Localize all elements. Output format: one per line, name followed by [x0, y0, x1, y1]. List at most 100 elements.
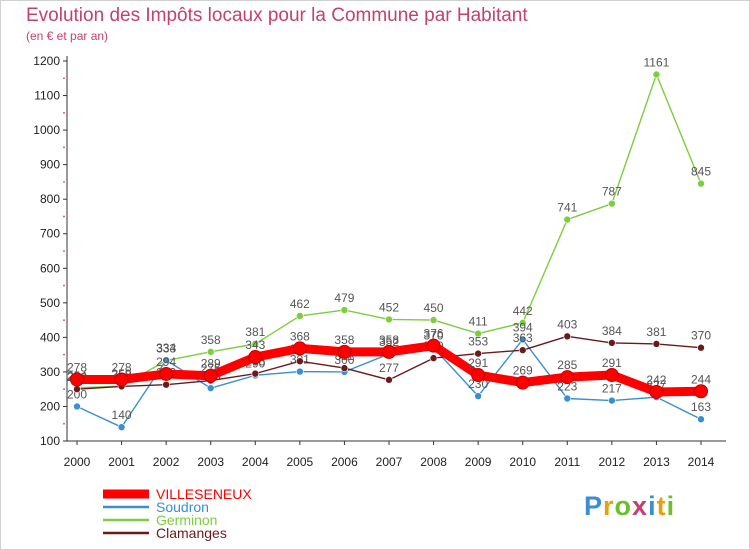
data-point [697, 343, 705, 352]
data-point [340, 364, 349, 372]
x-tick-label: 2006 [331, 455, 358, 469]
data-point [73, 385, 81, 393]
y-minor-dot [63, 146, 65, 149]
data-label: 411 [469, 315, 488, 329]
data-point [608, 339, 616, 347]
data-point [296, 367, 304, 376]
data-point [73, 402, 81, 411]
data-point [70, 372, 84, 387]
y-tick-label: 700 [40, 227, 60, 241]
data-point [515, 375, 530, 390]
data-label: 403 [557, 317, 577, 331]
data-label: 291 [468, 356, 488, 370]
data-label: 285 [557, 358, 577, 372]
data-label: 368 [290, 329, 310, 343]
data-label: 278 [67, 361, 87, 375]
x-tick-label: 2002 [153, 455, 180, 469]
chart-title: Evolution des Impôts locaux pour la Comm… [26, 5, 528, 26]
data-point [563, 215, 572, 224]
data-point [604, 368, 619, 383]
data-label: 291 [602, 356, 622, 370]
data-point [474, 349, 482, 358]
x-tick-label: 2004 [242, 455, 269, 469]
y-tick-label: 900 [40, 158, 60, 172]
data-label: 352 [379, 335, 399, 349]
data-label: 140 [112, 408, 132, 422]
x-tick-label: 2014 [688, 455, 715, 469]
data-point [474, 329, 482, 338]
x-tick-label: 2007 [376, 455, 403, 469]
data-point [608, 396, 616, 405]
y-minor-dot [63, 77, 65, 80]
data-label: 217 [602, 382, 622, 396]
y-tick-label: 1000 [33, 123, 60, 137]
x-tick-label: 2012 [599, 455, 626, 469]
data-point [652, 70, 661, 79]
data-label: 376 [424, 327, 444, 341]
data-point [203, 368, 218, 383]
chart-subtitle: (en € et par an) [26, 29, 109, 43]
legend-label: Soudron [156, 499, 209, 515]
y-tick-label: 1200 [33, 54, 60, 68]
y-minor-dot [63, 250, 65, 252]
data-point [429, 354, 438, 362]
data-point [697, 415, 705, 424]
legend-label: Clamanges [156, 525, 227, 541]
data-point [114, 372, 129, 387]
data-label: 450 [424, 301, 444, 315]
data-label: 370 [424, 329, 444, 343]
data-label: 230 [468, 377, 488, 391]
data-point [117, 423, 126, 431]
data-point [296, 312, 304, 320]
data-point [471, 368, 486, 383]
data-label: 244 [691, 372, 711, 386]
data-point [382, 344, 396, 359]
data-label: 1161 [644, 55, 670, 69]
legend-label: Germinon [156, 512, 217, 528]
x-tick-label: 2008 [420, 455, 447, 469]
data-point [426, 338, 441, 353]
data-label: 384 [602, 324, 622, 338]
y-tick-label: 300 [40, 365, 60, 379]
y-tick-label: 500 [40, 296, 60, 310]
data-point [697, 179, 705, 188]
data-label: 452 [379, 300, 399, 314]
y-minor-dot [63, 111, 65, 114]
y-minor-dot [63, 181, 65, 183]
data-label: 163 [691, 400, 711, 414]
y-minor-dot [63, 215, 65, 218]
x-tick-label: 2011 [554, 455, 580, 469]
data-point [159, 366, 174, 381]
data-point [296, 357, 304, 366]
data-label: 294 [156, 355, 176, 369]
data-label: 353 [468, 335, 488, 349]
data-point [337, 344, 352, 359]
y-tick-label: 100 [40, 434, 60, 448]
data-point [248, 350, 263, 365]
x-tick-label: 2013 [643, 455, 670, 469]
data-point [251, 369, 260, 378]
data-label: 269 [513, 364, 533, 378]
data-point [560, 370, 575, 385]
data-label: 479 [334, 291, 354, 305]
data-point [429, 316, 438, 324]
y-tick-label: 800 [40, 192, 60, 206]
data-point [563, 394, 572, 403]
proxiti-logo: Proxiti [584, 491, 676, 521]
x-tick-label: 2010 [509, 455, 536, 469]
data-label: 223 [557, 380, 577, 394]
y-minor-dot [63, 353, 65, 356]
y-minor-dot [63, 422, 65, 425]
data-label: 200 [67, 387, 87, 401]
y-minor-dot [63, 319, 65, 321]
x-tick-label: 2003 [197, 455, 224, 469]
data-point [694, 384, 708, 399]
data-label: 358 [379, 333, 399, 347]
data-label: 333 [156, 342, 176, 356]
y-tick-label: 400 [40, 330, 60, 344]
data-point [518, 346, 527, 354]
data-point [292, 341, 307, 356]
data-label: 787 [602, 185, 622, 199]
